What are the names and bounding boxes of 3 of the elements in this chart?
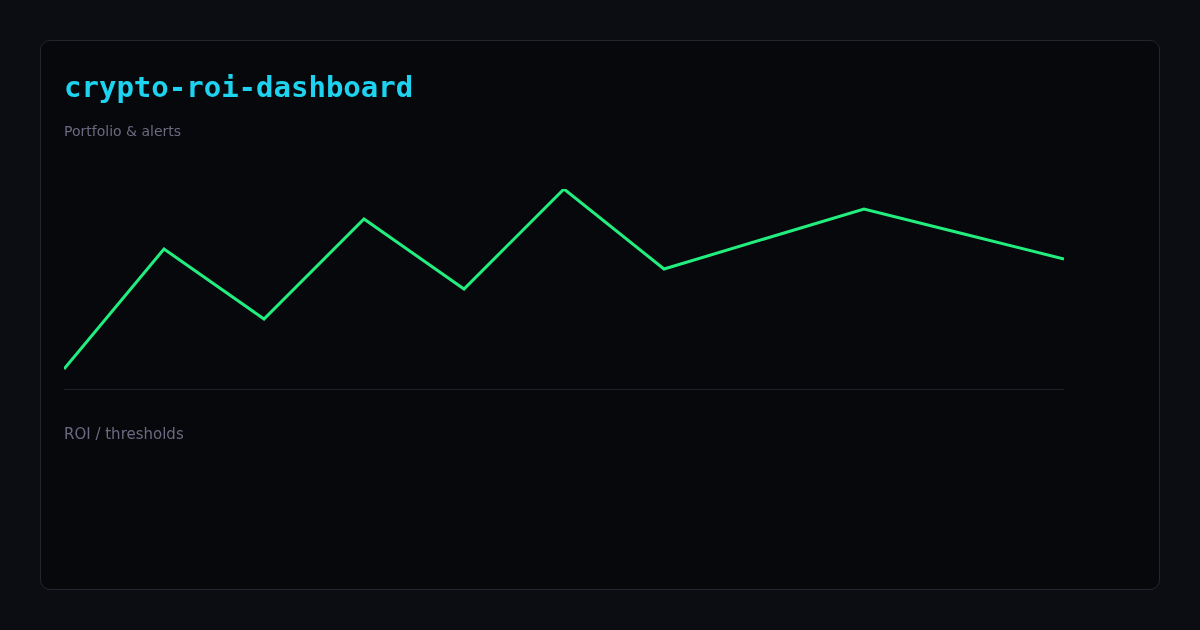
chart-subtitle: Portfolio & alerts (64, 123, 182, 139)
chart-title: crypto-roi-dashboard (64, 70, 414, 104)
text: ROI / thresholds (64, 425, 184, 443)
